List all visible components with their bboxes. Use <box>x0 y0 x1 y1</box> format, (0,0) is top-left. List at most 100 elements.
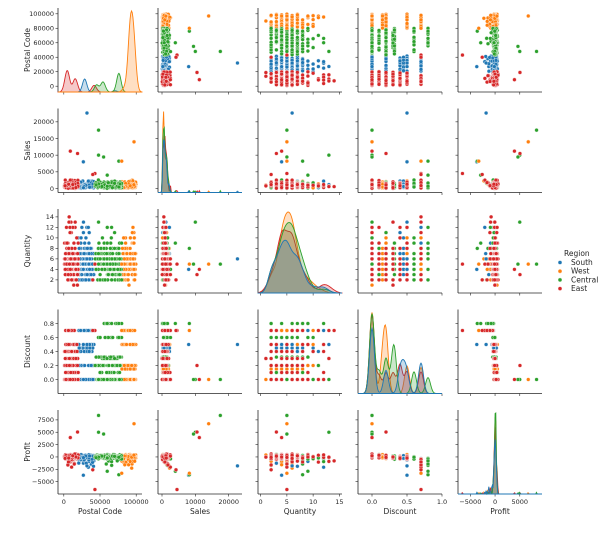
y-tick-label: 20000 <box>33 68 54 76</box>
point-central <box>392 27 397 33</box>
point-east <box>512 149 517 154</box>
point-south <box>290 60 295 66</box>
point-east <box>300 182 305 187</box>
point-central <box>326 49 331 54</box>
point-west <box>418 26 424 31</box>
point-south <box>85 272 90 277</box>
point-central <box>369 28 375 33</box>
point-east <box>390 185 396 190</box>
point-east <box>383 151 389 156</box>
point-west <box>476 26 481 31</box>
point-west <box>284 13 289 19</box>
point-central <box>290 47 295 52</box>
y-tick-label: 40000 <box>33 54 54 62</box>
y-tick-label: 20000 <box>33 118 54 126</box>
point-east <box>284 74 289 79</box>
point-south <box>300 60 305 65</box>
point-west <box>380 184 385 190</box>
point-south <box>305 58 310 64</box>
point-east <box>269 71 274 76</box>
point-west <box>128 183 133 188</box>
point-central <box>383 52 389 57</box>
point-south <box>300 68 305 73</box>
point-central <box>478 40 483 45</box>
point-east <box>284 78 289 83</box>
point-east <box>494 75 499 80</box>
point-central <box>101 154 106 160</box>
point-central <box>425 36 431 41</box>
point-south <box>79 225 84 230</box>
point-central <box>168 49 173 54</box>
point-east <box>321 81 326 86</box>
point-central <box>321 40 326 45</box>
y-tick-label: 14 <box>46 213 54 221</box>
point-central <box>279 51 284 56</box>
point-central <box>326 153 331 158</box>
kde-south <box>158 139 242 193</box>
point-east <box>269 182 274 187</box>
point-west <box>119 159 124 164</box>
point-south <box>316 58 321 63</box>
point-south <box>279 159 284 164</box>
point-west <box>128 235 133 240</box>
point-central <box>274 39 279 44</box>
point-south <box>401 184 406 189</box>
point-west <box>263 18 268 24</box>
point-west <box>290 14 295 19</box>
point-central <box>162 40 167 45</box>
point-west <box>131 241 136 246</box>
kde-west <box>158 111 242 193</box>
point-east <box>263 70 268 75</box>
point-east <box>269 172 274 177</box>
point-central <box>173 40 178 45</box>
point-central <box>305 37 310 42</box>
point-central <box>295 49 300 54</box>
point-south <box>316 64 321 69</box>
point-south <box>492 64 497 69</box>
point-west <box>295 21 300 26</box>
point-east <box>512 77 517 82</box>
point-west <box>485 23 490 28</box>
subplot-postal-code-vs-discount <box>355 8 443 95</box>
point-west <box>383 19 389 25</box>
point-south <box>484 60 489 66</box>
point-central <box>116 184 121 190</box>
y-tick-label: 5000 <box>37 168 54 176</box>
point-central <box>376 28 382 33</box>
point-south <box>305 63 310 68</box>
point-east <box>162 82 167 87</box>
point-west <box>380 25 385 31</box>
point-central <box>517 49 522 54</box>
point-central <box>96 128 101 133</box>
point-south <box>401 68 406 73</box>
point-east <box>418 55 424 60</box>
point-south <box>82 241 87 246</box>
point-east <box>279 185 284 190</box>
point-central <box>411 35 417 40</box>
point-west <box>130 225 136 230</box>
point-central <box>492 29 497 34</box>
point-central <box>534 49 539 54</box>
point-east <box>269 76 274 81</box>
point-south <box>81 159 86 164</box>
point-central <box>492 51 497 56</box>
point-central <box>191 44 196 49</box>
point-east <box>311 71 316 76</box>
point-central <box>305 48 310 54</box>
point-west <box>321 14 326 20</box>
point-central <box>105 173 110 178</box>
point-central <box>96 177 101 183</box>
point-south <box>80 262 86 267</box>
point-south <box>279 58 284 63</box>
point-east <box>284 52 289 58</box>
point-west <box>269 19 274 25</box>
point-east <box>397 70 403 76</box>
point-central <box>274 35 279 40</box>
point-central <box>279 33 284 38</box>
point-south <box>404 60 410 66</box>
subplot-postal-code-vs-sales <box>155 8 242 95</box>
y-tick-label: 80000 <box>33 25 54 33</box>
kde-east <box>158 135 242 193</box>
